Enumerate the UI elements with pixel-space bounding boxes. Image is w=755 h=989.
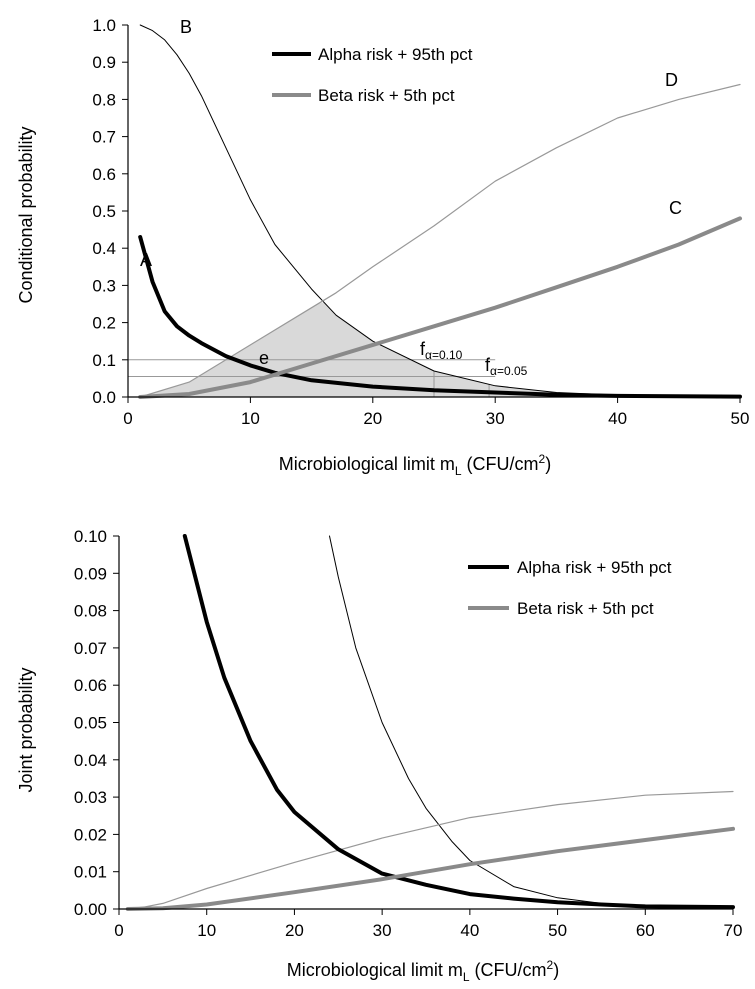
series-line-thick-black xyxy=(182,534,735,910)
curve-label-c: C xyxy=(669,198,682,218)
series-line-b xyxy=(139,24,741,398)
y-tick-label: 1.0 xyxy=(92,16,116,35)
legend: Alpha risk + 95th pct Beta risk + 5th pc… xyxy=(272,45,473,105)
y-tick-label: 0.07 xyxy=(74,639,107,658)
y-tick-label: 0.08 xyxy=(74,602,107,621)
legend-label-beta: Beta risk + 5th pct xyxy=(517,599,654,618)
y-tick-label: 0.2 xyxy=(92,314,116,333)
series-line-thin-black xyxy=(329,535,734,908)
annotation-f-alpha-010: fα=0.10 xyxy=(420,339,463,362)
conditional-probability-chart: 0 10 20 30 40 50 0.0 0.1 0.2 0.3 0.4 0.5 0.6 0.7 0.8 0.… xyxy=(16,16,749,478)
x-tick-label: 20 xyxy=(363,409,382,428)
x-tick-label: 30 xyxy=(486,409,505,428)
y-axis-title: Conditional probability xyxy=(16,126,36,303)
x-tick-label: 50 xyxy=(731,409,750,428)
series-line-d xyxy=(139,83,741,398)
legend-label-beta: Beta risk + 5th pct xyxy=(318,86,455,105)
y-tick-label: 0.10 xyxy=(74,527,107,546)
x-tick-label: 40 xyxy=(460,921,479,940)
y-tick-label: 0.09 xyxy=(74,564,107,583)
y-tick-label: 0.06 xyxy=(74,676,107,695)
y-tick-label: 0.7 xyxy=(92,128,116,147)
shaded-region-label: e xyxy=(259,348,269,368)
y-tick-label: 0.04 xyxy=(74,751,107,770)
shaded-region xyxy=(140,302,740,397)
y-tick-label: 0.1 xyxy=(92,351,116,370)
y-tick-label: 0.6 xyxy=(92,165,116,184)
y-tick-label: 0.0 xyxy=(92,388,116,407)
y-tick-label: 0.9 xyxy=(92,53,116,72)
y-tick-label: 0.00 xyxy=(74,900,107,919)
x-tick-label: 40 xyxy=(608,409,627,428)
curve-label-a: A xyxy=(140,250,152,270)
legend-label-alpha: Alpha risk + 95th pct xyxy=(517,558,672,577)
y-tick-label: 0.01 xyxy=(74,863,107,882)
y-tick-label: 0.02 xyxy=(74,825,107,844)
curve-label-d: D xyxy=(665,70,678,90)
axis-ticks: 0 10 20 30 40 50 0.0 0.1 0.2 0.3 0.4 0.5 0.6 0.7 0.8 0.… xyxy=(92,16,749,428)
joint-probability-chart: 0 10 20 30 40 50 60 70 0.00 0.01 0.02 0.03 0.04 0.05 0… xyxy=(16,527,742,984)
x-tick-label: 50 xyxy=(548,921,567,940)
curve-label-b: B xyxy=(180,17,192,37)
y-tick-label: 0.8 xyxy=(92,90,116,109)
y-axis-title: Joint probability xyxy=(16,667,36,792)
x-tick-label: 70 xyxy=(724,921,743,940)
x-tick-label: 60 xyxy=(636,921,655,940)
y-tick-label: 0.4 xyxy=(92,239,116,258)
series-line-thick-gray xyxy=(125,826,735,911)
x-tick-label: 30 xyxy=(373,921,392,940)
legend-label-alpha: Alpha risk + 95th pct xyxy=(318,45,473,64)
x-tick-label: 10 xyxy=(197,921,216,940)
annotation-f-alpha-005: fα=0.05 xyxy=(485,355,528,378)
series-lines xyxy=(138,24,742,399)
x-tick-label: 10 xyxy=(241,409,260,428)
series-line-thin-gray xyxy=(127,790,734,910)
y-tick-label: 0.5 xyxy=(92,202,116,221)
series-line-a xyxy=(138,235,742,399)
x-tick-label: 20 xyxy=(285,921,304,940)
x-axis-title: Microbiological limit mL (CFU/cm2) xyxy=(279,452,551,478)
series-lines xyxy=(125,534,735,911)
y-tick-label: 0.3 xyxy=(92,276,116,295)
series-line-c xyxy=(138,216,742,399)
y-tick-label: 0.03 xyxy=(74,788,107,807)
axis-ticks: 0 10 20 30 40 50 60 70 0.00 0.01 0.02 0.03 0.04 0.05 0… xyxy=(74,527,743,940)
x-axis-title: Microbiological limit mL (CFU/cm2) xyxy=(287,958,559,984)
x-tick-label: 0 xyxy=(123,409,132,428)
x-tick-label: 0 xyxy=(114,921,123,940)
y-tick-label: 0.05 xyxy=(74,714,107,733)
legend: Alpha risk + 95th pct Beta risk + 5th pc… xyxy=(468,558,672,618)
